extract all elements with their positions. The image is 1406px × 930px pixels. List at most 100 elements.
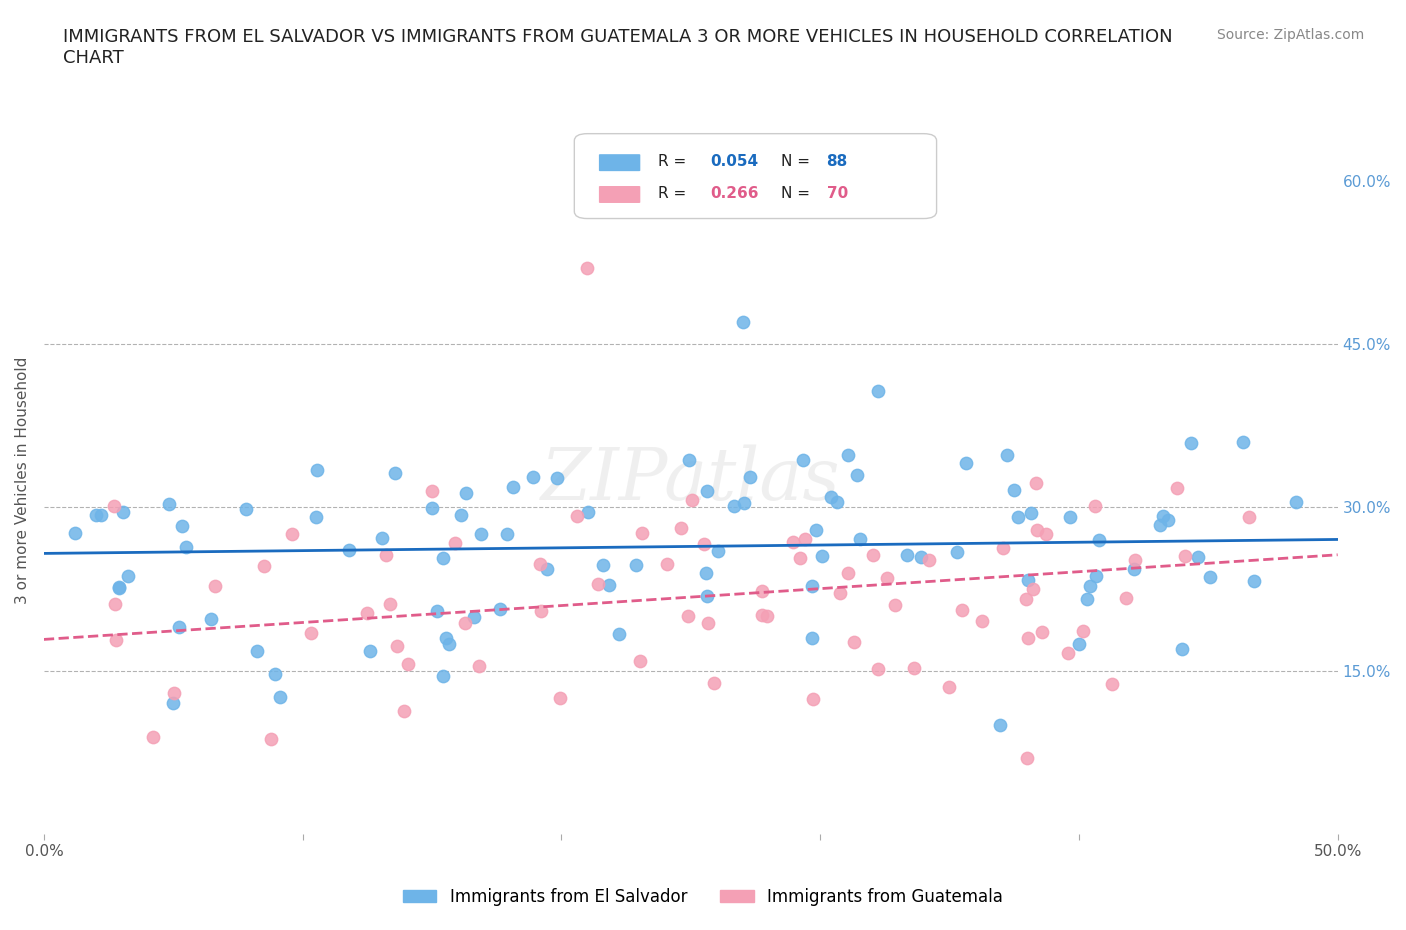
Point [259, 732, 281, 747]
Point [420, 500, 443, 515]
Point [1187, 550, 1209, 565]
Y-axis label: 3 or more Vehicles in Household: 3 or more Vehicles in Household [15, 356, 30, 604]
Point [1156, 512, 1178, 527]
Point [157, 497, 180, 512]
Point [253, 559, 276, 574]
Point [756, 608, 779, 623]
Point [1059, 510, 1081, 525]
Point [112, 504, 135, 519]
FancyBboxPatch shape [574, 134, 936, 219]
Point [1084, 568, 1107, 583]
Point [706, 543, 728, 558]
Point [1123, 562, 1146, 577]
Point [703, 676, 725, 691]
Point [1243, 574, 1265, 589]
Point [530, 604, 553, 618]
Point [1015, 592, 1038, 607]
Point [396, 657, 419, 671]
Point [811, 549, 834, 564]
Point [782, 535, 804, 550]
Point [305, 509, 328, 524]
Point [681, 492, 703, 507]
Point [1071, 624, 1094, 639]
Point [174, 539, 197, 554]
Point [470, 526, 492, 541]
Point [696, 484, 718, 498]
Text: 70: 70 [827, 186, 848, 201]
Point [456, 485, 478, 500]
Point [1115, 591, 1137, 605]
Point [104, 596, 127, 611]
Point [467, 658, 489, 673]
Point [356, 606, 378, 621]
Text: R =: R = [658, 154, 692, 169]
Point [988, 718, 1011, 733]
Point [450, 508, 472, 523]
Text: 0.266: 0.266 [710, 186, 759, 201]
Point [842, 634, 865, 649]
Point [299, 625, 322, 640]
Point [463, 610, 485, 625]
Point [162, 696, 184, 711]
Point [163, 685, 186, 700]
Point [588, 577, 610, 591]
Point [1067, 637, 1090, 652]
Point [103, 498, 125, 513]
Point [1002, 483, 1025, 498]
Point [991, 540, 1014, 555]
Point [529, 556, 551, 571]
Point [862, 548, 884, 563]
Point [751, 583, 773, 598]
Point [420, 484, 443, 498]
Point [628, 653, 651, 668]
Point [63, 525, 86, 540]
Point [434, 631, 457, 645]
Point [896, 548, 918, 563]
Point [107, 579, 129, 594]
Point [671, 520, 693, 535]
Point [696, 588, 718, 603]
Point [1232, 434, 1254, 449]
Point [502, 480, 524, 495]
Point [548, 691, 571, 706]
Point [172, 519, 194, 534]
Point [1021, 582, 1043, 597]
Point [536, 561, 558, 576]
Point [695, 565, 717, 580]
Point [235, 501, 257, 516]
Point [918, 552, 941, 567]
Point [522, 470, 544, 485]
Point [938, 680, 960, 695]
Point [792, 452, 814, 467]
Point [1007, 510, 1029, 525]
Point [104, 632, 127, 647]
Point [631, 525, 654, 540]
Point [1057, 645, 1080, 660]
Point [876, 570, 898, 585]
Text: 88: 88 [827, 154, 848, 169]
Point [950, 603, 973, 618]
Point [794, 532, 817, 547]
Point [830, 586, 852, 601]
Point [806, 523, 828, 538]
Point [380, 597, 402, 612]
Point [337, 542, 360, 557]
Text: R =: R = [658, 186, 692, 201]
Point [204, 578, 226, 593]
Point [1174, 549, 1197, 564]
Point [200, 612, 222, 627]
Point [108, 580, 131, 595]
Point [1101, 676, 1123, 691]
Point [1017, 631, 1039, 645]
Point [800, 631, 823, 645]
Point [733, 496, 755, 511]
Point [970, 613, 993, 628]
Point [432, 551, 454, 565]
Point [169, 619, 191, 634]
Point [375, 548, 398, 563]
Point [825, 495, 848, 510]
Point [385, 638, 408, 653]
Point [801, 578, 824, 593]
Point [837, 565, 859, 580]
Point [801, 692, 824, 707]
